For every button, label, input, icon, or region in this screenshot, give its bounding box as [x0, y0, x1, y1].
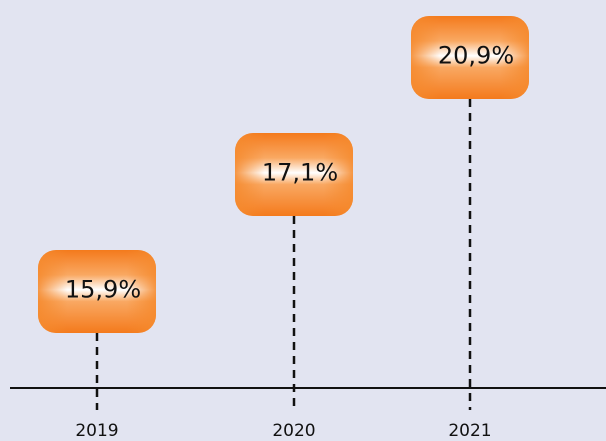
value-box-edge — [235, 133, 353, 216]
value-label: 20,9% — [438, 42, 514, 70]
year-label: 2020 — [272, 421, 315, 441]
value-label: 15,9% — [65, 276, 141, 304]
value-box-edge — [411, 16, 529, 99]
year-label: 2021 — [448, 421, 491, 441]
year-label: 2019 — [75, 421, 118, 441]
value-label: 17,1% — [262, 159, 338, 187]
value-box-edge — [38, 250, 156, 333]
